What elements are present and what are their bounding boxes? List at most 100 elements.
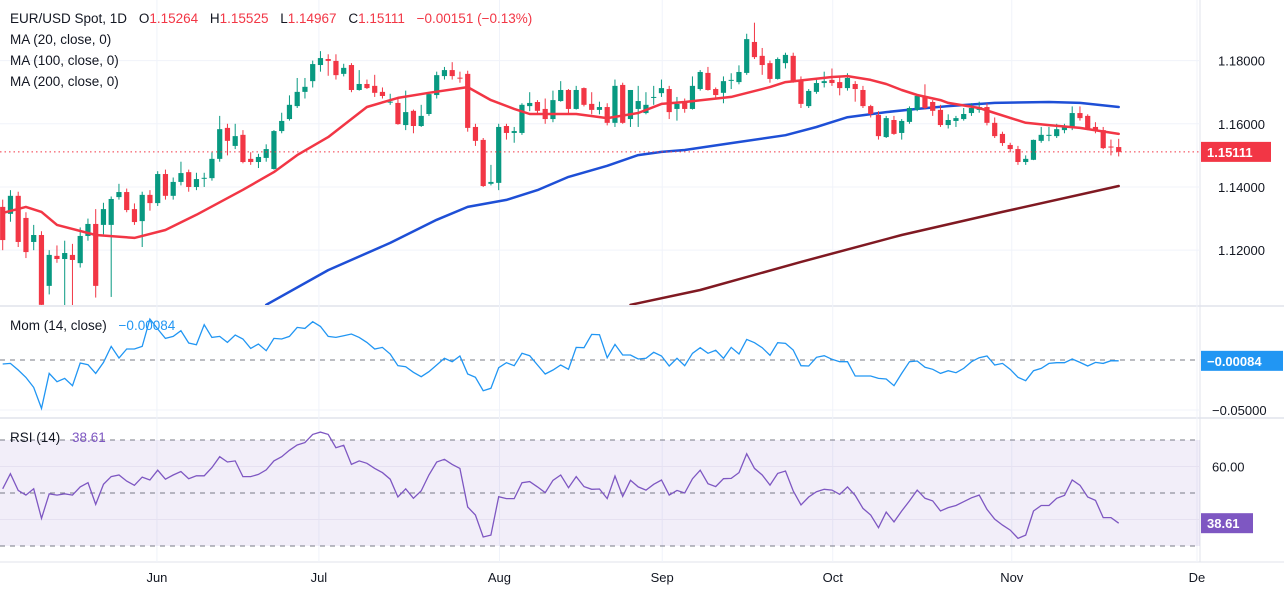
candle-body — [651, 96, 657, 98]
candle — [697, 70, 703, 91]
candle-body — [162, 174, 169, 196]
candle — [472, 123, 479, 146]
time-tick-label: De — [1189, 570, 1206, 585]
candle-body — [263, 149, 269, 158]
candle — [775, 57, 781, 80]
candle — [852, 81, 858, 102]
candle — [1077, 106, 1083, 121]
candle-body — [674, 103, 680, 109]
candle-body — [868, 106, 874, 114]
candle — [806, 89, 812, 108]
candle-body — [217, 129, 223, 159]
candle — [1085, 114, 1091, 131]
candle — [418, 104, 424, 127]
candle-body — [170, 181, 176, 196]
candle — [15, 191, 21, 248]
candle-body — [403, 112, 409, 126]
candle — [999, 131, 1006, 146]
candle-body — [883, 118, 889, 138]
candle-body — [496, 126, 502, 183]
candle — [612, 79, 618, 127]
time-tick-label: Nov — [1000, 570, 1024, 585]
candle — [674, 96, 680, 121]
candle — [1038, 126, 1044, 143]
candle — [248, 152, 254, 165]
candle — [31, 224, 37, 251]
mom-legend[interactable]: Mom (14, close) −0.00084 — [10, 318, 175, 333]
candle-body — [15, 195, 21, 242]
ma200-legend[interactable]: MA (200, close, 0) — [10, 74, 119, 89]
candle-body — [635, 101, 641, 109]
candle — [124, 188, 130, 213]
candle-body — [1069, 113, 1075, 128]
candle — [286, 95, 293, 121]
candle — [891, 115, 897, 135]
rsi-legend[interactable]: RSI (14) 38.61 — [10, 430, 106, 445]
time-tick-label: Sep — [651, 570, 674, 585]
candle — [1108, 139, 1114, 156]
candle-body — [410, 110, 417, 127]
candle — [147, 190, 153, 211]
candle — [627, 89, 634, 127]
candle — [596, 101, 603, 115]
main-legend: EUR/USD Spot, 1D O1.15264 H1.15525 L1.14… — [10, 11, 532, 26]
candle — [23, 212, 29, 259]
candle-body — [689, 85, 696, 109]
candle-body — [620, 84, 626, 123]
ma20-legend[interactable]: MA (20, close, 0) — [10, 32, 112, 47]
candle-body — [1116, 147, 1122, 152]
rsi-line — [2, 431, 1120, 540]
candle-body — [69, 254, 76, 260]
candle — [356, 70, 362, 91]
candle-body — [457, 77, 463, 79]
candle-body — [992, 122, 998, 137]
candle — [310, 60, 316, 88]
ma200-line — [629, 184, 1120, 305]
candle-body — [503, 126, 510, 133]
candle-body — [999, 133, 1006, 144]
candle — [395, 98, 401, 125]
ma100-legend[interactable]: MA (100, close, 0) — [10, 53, 119, 68]
candle-body — [93, 223, 99, 286]
candle-body — [1061, 126, 1068, 131]
last-price-label: 1.15111 — [1207, 145, 1253, 160]
candle-body — [31, 235, 37, 242]
candle — [69, 243, 76, 305]
candle-body — [209, 158, 215, 179]
candle-body — [658, 88, 665, 94]
candle — [534, 100, 541, 115]
low-label: L — [280, 11, 288, 26]
candle — [7, 190, 14, 222]
candle — [255, 153, 262, 169]
candle — [914, 95, 920, 112]
candle-body — [930, 101, 936, 111]
candle-body — [1054, 129, 1060, 137]
candle — [767, 60, 773, 83]
candle — [85, 218, 91, 241]
time-tick-label: Jul — [311, 570, 328, 585]
candle-body — [922, 95, 928, 108]
candle — [860, 85, 866, 108]
candle — [449, 62, 455, 80]
candle-body — [860, 89, 866, 107]
candle — [271, 130, 277, 170]
candle-body — [147, 194, 153, 204]
candle-body — [232, 136, 238, 146]
candle — [573, 85, 579, 110]
candle-body — [325, 59, 331, 61]
candle — [658, 79, 665, 97]
candle — [945, 114, 951, 129]
candle — [139, 191, 145, 248]
candle — [178, 161, 184, 186]
high-value: 1.15525 — [219, 11, 269, 26]
candle — [302, 77, 308, 99]
candle-body — [348, 65, 355, 90]
candle-body — [682, 102, 688, 109]
candle-body — [806, 90, 812, 107]
candle-body — [1030, 139, 1037, 160]
candle — [689, 76, 696, 110]
candle-body — [139, 194, 145, 222]
candle — [581, 87, 587, 107]
candle-body — [1038, 134, 1044, 141]
